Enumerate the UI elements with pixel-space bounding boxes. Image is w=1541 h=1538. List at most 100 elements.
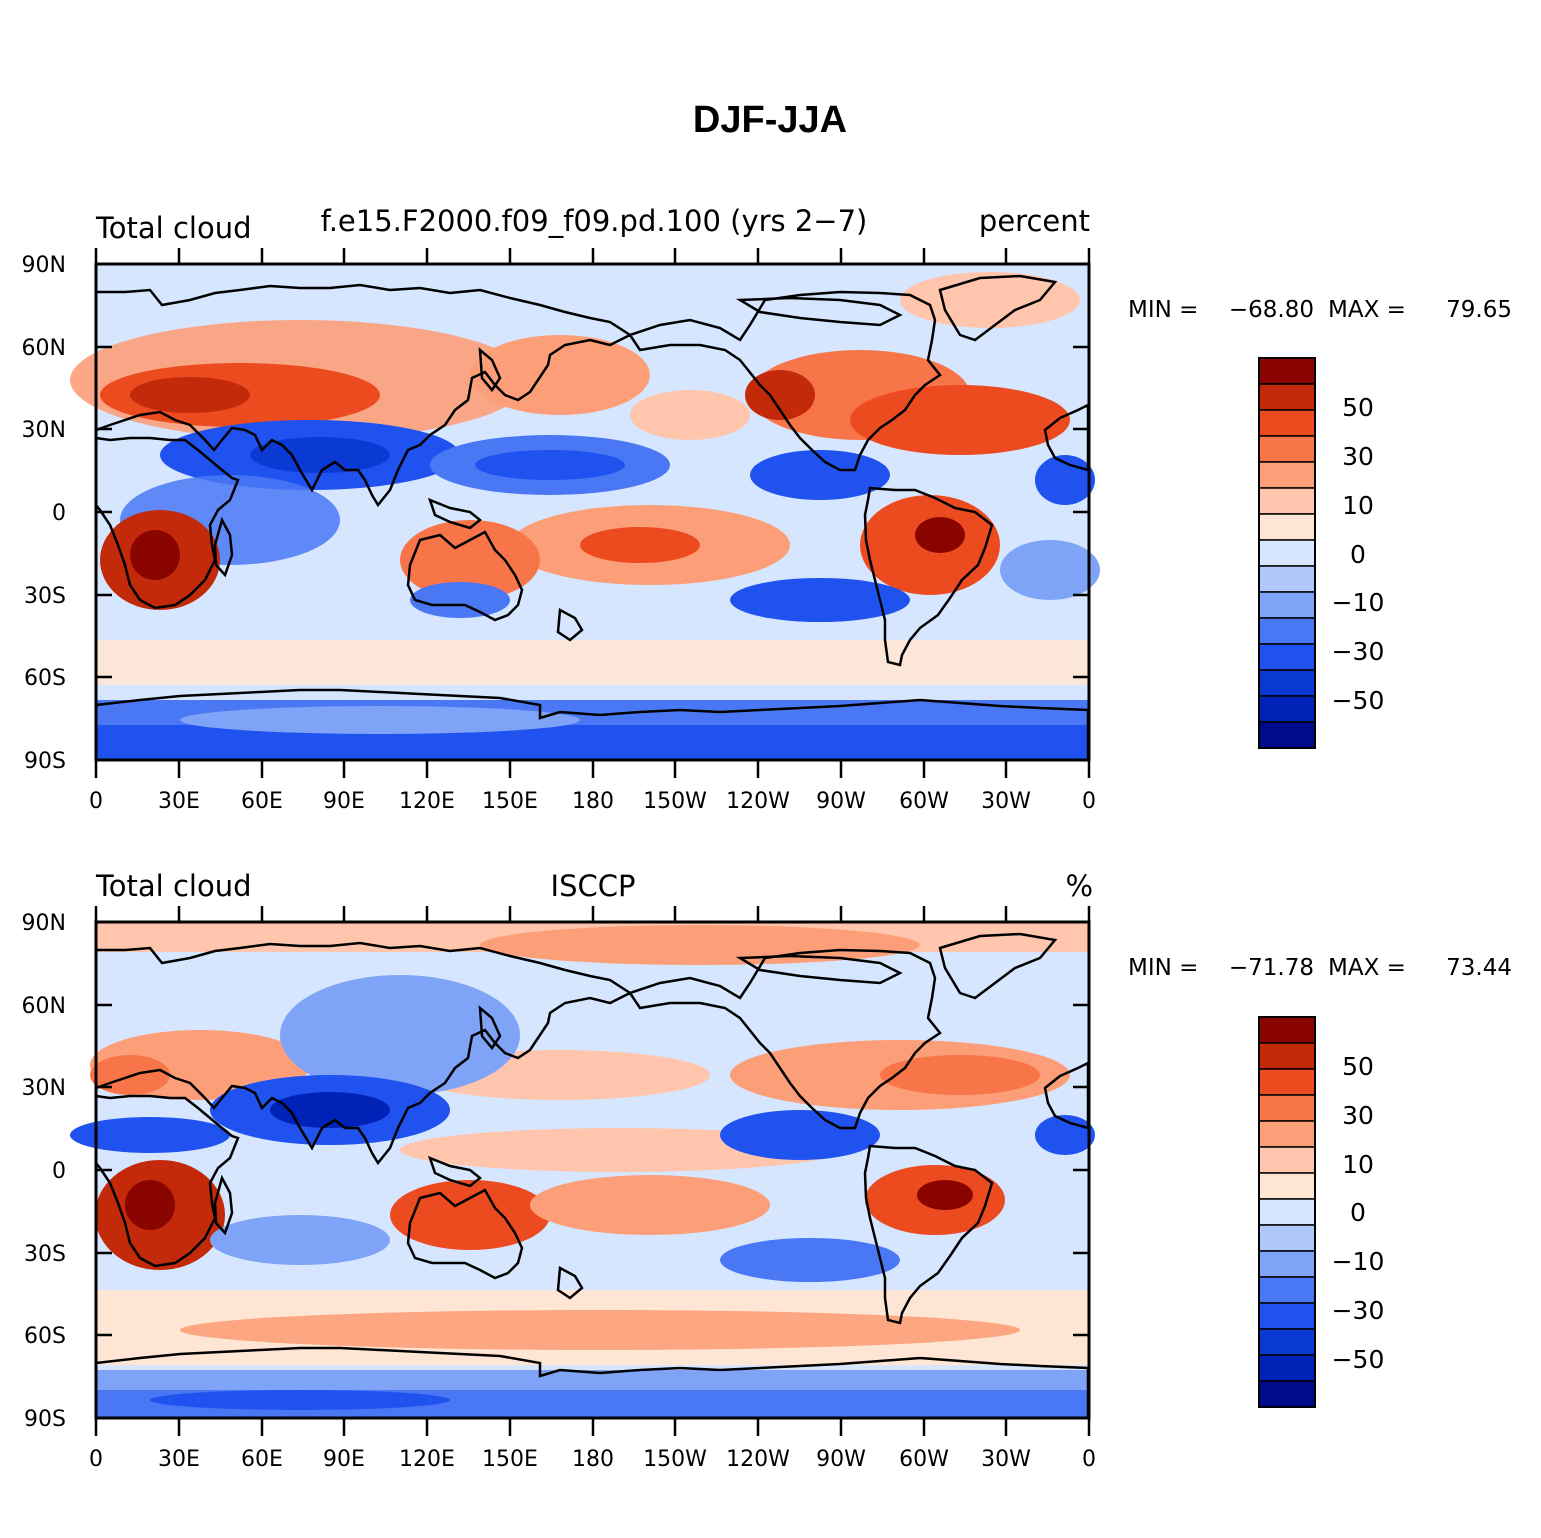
lon-tick-label: 30W: [981, 1447, 1031, 1472]
min-value: −71.78: [1229, 955, 1314, 981]
lon-tick-label: 150W: [643, 789, 707, 814]
lat-tick-label: 60N: [22, 336, 66, 361]
colorbar-label: −50: [1332, 1345, 1385, 1374]
colorbar-swatch: [1258, 669, 1316, 697]
lat-tick-label: 90S: [24, 749, 66, 774]
colorbar-swatch: [1258, 487, 1316, 515]
colorbar-label: −10: [1332, 588, 1385, 617]
lat-tick-label: 90N: [22, 253, 66, 278]
min-label: MIN =: [1128, 297, 1198, 323]
max-value: 79.65: [1446, 297, 1512, 323]
panel-right-label: percent: [979, 204, 1090, 238]
lon-tick-label: 150W: [643, 1447, 707, 1472]
lat-axis: [96, 920, 1089, 1420]
colorbar-swatch: [1258, 1354, 1316, 1382]
lon-tick-label: 120E: [399, 1447, 455, 1472]
colorbar-label: 30: [1342, 442, 1374, 471]
colorbar-swatch: [1258, 565, 1316, 593]
colorbar-label: 10: [1342, 1150, 1374, 1179]
lon-tick-label: 120W: [726, 789, 790, 814]
lon-tick-label: 150E: [482, 789, 538, 814]
colorbar-swatch: [1258, 695, 1316, 723]
colorbar-swatch: [1258, 1328, 1316, 1356]
colorbar-swatch: [1258, 721, 1316, 749]
lat-tick-label: 60S: [24, 666, 66, 691]
colorbar-swatch: [1258, 1042, 1316, 1070]
colorbar-label: 0: [1350, 1198, 1366, 1227]
colorbar-swatch: [1258, 1016, 1316, 1044]
lon-tick-label: 30W: [981, 789, 1031, 814]
lon-tick-label: 120E: [399, 789, 455, 814]
max-label: MAX =: [1328, 955, 1406, 981]
colorbar-swatch: [1258, 1380, 1316, 1408]
lon-tick-label: 0: [89, 789, 103, 814]
colorbar-swatch: [1258, 1146, 1316, 1174]
lat-axis: [96, 262, 1089, 762]
colorbar-label: −50: [1332, 686, 1385, 715]
lon-tick-label: 30E: [158, 789, 200, 814]
lat-tick-label: 0: [52, 1159, 66, 1184]
colorbar-swatch: [1258, 643, 1316, 671]
min-label: MIN =: [1128, 955, 1198, 981]
colorbar-swatch: [1258, 1172, 1316, 1200]
lat-tick-label: 60S: [24, 1324, 66, 1349]
lat-tick-label: 30S: [24, 584, 66, 609]
lon-tick-label: 90W: [816, 789, 866, 814]
colorbar-swatch: [1258, 539, 1316, 567]
lon-tick-label: 0: [1082, 1447, 1096, 1472]
lon-tick-label: 120W: [726, 1447, 790, 1472]
lat-tick-label: 0: [52, 501, 66, 526]
map-field: [70, 922, 1095, 1420]
lat-tick-label: 30N: [22, 418, 66, 443]
colorbar-swatch: [1258, 461, 1316, 489]
lat-tick-labels: 90N 60N 30N 0 30S 60S 90S: [22, 911, 66, 1432]
colorbar-swatch: [1258, 1250, 1316, 1278]
colorbar-swatch: [1258, 617, 1316, 645]
lon-tick-label: 30E: [158, 1447, 200, 1472]
lon-tick-label: 60W: [899, 1447, 949, 1472]
colorbar-label: 50: [1342, 1052, 1374, 1081]
lon-axis: [94, 248, 1091, 778]
lon-tick-label: 60W: [899, 789, 949, 814]
lat-tick-labels: 90N 60N 30N 0 30S 60S 90S: [22, 253, 66, 774]
panel-center-label: f.e15.F2000.f09_f09.pd.100 (yrs 2−7): [321, 204, 868, 238]
lon-tick-label: 90W: [816, 1447, 866, 1472]
lon-tick-label: 90E: [323, 1447, 365, 1472]
lat-tick-label: 90N: [22, 911, 66, 936]
colorbar-swatch: [1258, 357, 1316, 385]
lat-tick-label: 90S: [24, 1407, 66, 1432]
colorbar-label: 50: [1342, 393, 1374, 422]
min-value: −68.80: [1229, 297, 1314, 323]
colorbar-label: 30: [1342, 1101, 1374, 1130]
colorbar-swatch: [1258, 1302, 1316, 1330]
panel-left-label: Total cloud: [95, 211, 251, 245]
colorbar-swatch: [1258, 591, 1316, 619]
lon-tick-label: 180: [572, 789, 614, 814]
lat-tick-label: 30S: [24, 1242, 66, 1267]
lat-tick-label: 30N: [22, 1076, 66, 1101]
lon-tick-labels: 0 30E 60E 90E 120E 150E 180 150W 120W 90…: [89, 789, 1096, 814]
lon-tick-labels: 0 30E 60E 90E 120E 150E 180 150W 120W 90…: [89, 1447, 1096, 1472]
lon-tick-label: 60E: [241, 1447, 283, 1472]
panel-right-label: %: [1065, 869, 1093, 903]
lon-tick-label: 0: [89, 1447, 103, 1472]
colorbar-label: 10: [1342, 491, 1374, 520]
colorbar-swatch: [1258, 383, 1316, 411]
panel-left-label: Total cloud: [95, 869, 251, 903]
colorbar-swatch: [1258, 409, 1316, 437]
colorbar-label: −30: [1332, 637, 1385, 666]
panel-center-label: ISCCP: [551, 869, 636, 903]
main-title: DJF-JJA: [693, 99, 847, 141]
panel-model: Total cloud f.e15.F2000.f09_f09.pd.100 (…: [22, 204, 1512, 814]
lat-tick-label: 60N: [22, 994, 66, 1019]
colorbar-label: −10: [1332, 1247, 1385, 1276]
colorbar-swatch: [1258, 1198, 1316, 1226]
colorbar-swatch: [1258, 1224, 1316, 1252]
colorbar-swatch: [1258, 1068, 1316, 1096]
colorbar-swatch: [1258, 1094, 1316, 1122]
panel-observation: Total cloud ISCCP %: [22, 869, 1512, 1472]
colorbar-label: −30: [1332, 1296, 1385, 1325]
lon-tick-label: 60E: [241, 789, 283, 814]
max-value: 73.44: [1446, 955, 1512, 981]
min-max-readout: MIN = −71.78 MAX = 73.44: [1128, 955, 1512, 981]
